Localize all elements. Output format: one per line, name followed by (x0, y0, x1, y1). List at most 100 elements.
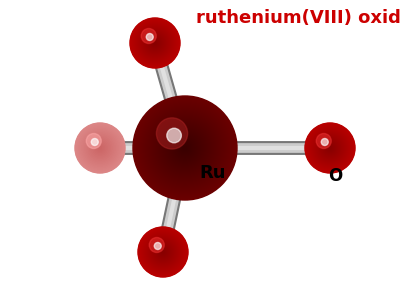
Circle shape (153, 41, 157, 45)
Circle shape (86, 134, 114, 163)
Circle shape (134, 22, 176, 64)
Circle shape (98, 146, 102, 150)
Circle shape (324, 142, 336, 154)
Circle shape (146, 235, 180, 269)
Circle shape (155, 118, 215, 178)
Circle shape (142, 231, 184, 273)
Circle shape (326, 145, 334, 152)
Circle shape (144, 233, 182, 271)
Circle shape (154, 41, 156, 44)
Circle shape (94, 142, 106, 154)
Circle shape (84, 131, 116, 164)
Circle shape (76, 124, 124, 172)
Circle shape (86, 134, 114, 162)
Circle shape (89, 137, 111, 159)
Circle shape (82, 130, 118, 166)
Circle shape (167, 130, 203, 166)
Circle shape (154, 242, 172, 262)
Circle shape (314, 131, 346, 164)
Circle shape (91, 139, 98, 145)
Circle shape (146, 34, 153, 40)
Circle shape (86, 134, 101, 148)
Circle shape (152, 242, 174, 262)
Circle shape (154, 42, 156, 44)
Circle shape (180, 143, 190, 153)
Circle shape (151, 240, 175, 264)
Circle shape (81, 129, 119, 167)
Circle shape (328, 146, 332, 149)
Circle shape (136, 24, 174, 62)
Circle shape (136, 25, 174, 62)
Circle shape (312, 130, 348, 166)
Circle shape (148, 237, 178, 267)
Circle shape (96, 143, 104, 152)
Circle shape (148, 37, 162, 50)
Circle shape (170, 132, 200, 164)
Circle shape (178, 141, 192, 155)
Circle shape (325, 143, 335, 153)
Circle shape (318, 136, 342, 160)
Circle shape (322, 140, 338, 157)
Circle shape (310, 128, 350, 168)
Circle shape (80, 128, 120, 169)
Circle shape (134, 22, 176, 64)
Circle shape (145, 234, 181, 270)
Circle shape (139, 102, 231, 194)
Circle shape (319, 137, 341, 159)
Circle shape (152, 241, 174, 263)
Circle shape (174, 138, 196, 158)
Circle shape (78, 126, 122, 170)
Circle shape (141, 104, 229, 192)
Circle shape (140, 229, 186, 275)
Circle shape (177, 140, 193, 156)
Circle shape (161, 250, 165, 254)
Circle shape (183, 146, 187, 150)
Circle shape (139, 228, 187, 276)
Circle shape (130, 18, 180, 68)
Circle shape (152, 115, 218, 181)
Circle shape (156, 119, 214, 177)
Circle shape (98, 146, 102, 149)
Circle shape (140, 103, 230, 193)
Circle shape (88, 136, 112, 160)
Circle shape (162, 251, 164, 253)
Circle shape (150, 238, 176, 266)
Circle shape (305, 123, 355, 173)
Circle shape (150, 239, 176, 265)
Circle shape (318, 136, 342, 160)
Circle shape (321, 139, 328, 145)
Circle shape (155, 244, 171, 260)
Circle shape (182, 145, 188, 151)
Circle shape (157, 120, 213, 176)
Circle shape (310, 128, 350, 169)
Circle shape (306, 124, 354, 172)
Circle shape (154, 117, 216, 179)
Circle shape (153, 242, 173, 262)
Circle shape (84, 132, 116, 164)
Circle shape (308, 127, 352, 170)
Circle shape (156, 245, 170, 259)
Circle shape (87, 135, 113, 161)
Circle shape (141, 29, 169, 57)
Circle shape (137, 100, 233, 196)
Circle shape (326, 143, 334, 152)
Circle shape (314, 133, 346, 164)
Circle shape (76, 124, 124, 172)
Circle shape (144, 32, 166, 53)
Circle shape (92, 140, 108, 155)
Circle shape (314, 132, 346, 164)
Circle shape (148, 111, 222, 185)
Circle shape (154, 242, 161, 250)
Circle shape (329, 147, 331, 149)
Circle shape (318, 136, 342, 160)
Circle shape (147, 236, 179, 268)
Circle shape (142, 31, 168, 56)
Circle shape (315, 133, 345, 163)
Circle shape (160, 250, 166, 254)
Circle shape (142, 232, 184, 272)
Circle shape (148, 36, 162, 50)
Circle shape (170, 134, 200, 163)
Circle shape (323, 141, 337, 155)
Circle shape (146, 235, 180, 269)
Circle shape (134, 22, 176, 64)
